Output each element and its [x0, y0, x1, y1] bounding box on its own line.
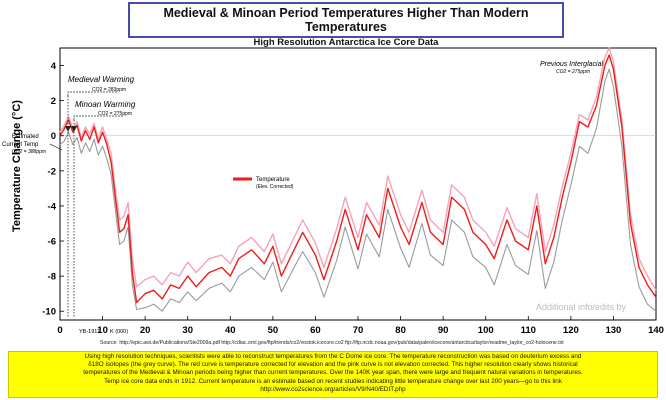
y-tick-label: -10: [42, 307, 56, 318]
x-tick-label: 30: [182, 325, 193, 336]
medieval-arrow-icon: [65, 126, 71, 132]
y-tick-label: -4: [48, 201, 57, 212]
chart-title: Medieval & Minoan Period Temperatures Hi…: [163, 6, 529, 34]
x-tick-label: 50: [268, 325, 279, 336]
y-tick-label: 2: [51, 96, 56, 107]
caption-line-1: Using high resolution techniques, scient…: [84, 353, 582, 360]
medieval-bracket: [67, 91, 118, 96]
y-tick-label: -6: [48, 237, 56, 248]
temperature-chart: 420-2-4-6-8-100 10 20 30 40 50 60 70 80 90 100 110 1…: [2, 47, 664, 336]
axis-layer: 420-2-4-6-8-100 10 20 30 40 50 60 70 80 90 100 110 1…: [42, 61, 664, 336]
yb-1912-label: YB-1912: [79, 329, 100, 335]
y-axis-label: Temperature Change (°C): [11, 100, 23, 232]
minoan-arrow-icon: [71, 126, 77, 132]
x-tick-label: 0: [57, 325, 62, 336]
caption-line-2: δ18O isotopes (the grey curve). The red …: [88, 361, 578, 369]
estimated-co2-label: CO2 = 388ppm: [12, 149, 46, 155]
x-tick-label: 130: [605, 325, 621, 336]
medieval-warming-label: Medieval Warming: [68, 75, 135, 84]
caption-line-3: temperatures of the Medieval & Minoan pe…: [83, 369, 583, 377]
minoan-warming-label: Minoan Warming: [75, 100, 136, 109]
x-tick-label: 80: [395, 325, 406, 336]
plot-frame: [59, 47, 657, 321]
legend-sublabel: (Elev. Corrected): [256, 184, 294, 190]
x-tick-label: 110: [521, 325, 536, 336]
watermark-text: Additional info/edits by: [536, 302, 627, 312]
x-tick-label: 70: [353, 325, 364, 336]
x-tick-label: 140: [648, 325, 664, 336]
watermark: Additional info/edits by: [536, 302, 626, 313]
y-tick-label: -2: [48, 166, 56, 177]
x-tick-label: 10: [97, 325, 108, 336]
estimated-label-line1: Estimated: [12, 134, 39, 140]
title-box: Medieval & Minoan Period Temperatures Hi…: [128, 2, 564, 48]
interglacial-co2-label: CO2 = 275ppm: [556, 69, 590, 75]
x-tick-label: 60: [310, 325, 321, 336]
y-tick-label: 4: [51, 61, 57, 72]
caption-line-4: Temp ice core data ends in 1912. Current…: [104, 377, 562, 385]
x-unit-label: K (000): [110, 329, 128, 335]
legend: Temperature (Elev. Corrected): [233, 177, 294, 190]
chart-subtitle: High Resolution Antarctica Ice Core Data: [253, 37, 439, 48]
x-tick-label: 100: [478, 325, 494, 336]
caption-box: Using high resolution techniques, scient…: [8, 351, 658, 398]
minoan-co2-label: CO2 = 275ppm: [98, 111, 132, 117]
source-note: Source: http://epic.awi.de/Publications/…: [100, 340, 564, 346]
minoan-bracket: [73, 115, 124, 120]
y-tick-label: 0: [51, 131, 56, 142]
x-tick-label: 40: [225, 325, 236, 336]
series-line-grey: [59, 68, 657, 312]
caption-line-5: http://www.co2science.org/articles/V9/N4…: [260, 385, 406, 393]
x-tick-label: 90: [438, 325, 449, 336]
estimated-pointer: [49, 143, 63, 151]
series-line-pink: [59, 47, 657, 291]
x-tick-label: 20: [140, 325, 151, 336]
y-tick-label: -8: [48, 272, 56, 283]
estimated-label-line2: Current Temp: [2, 142, 39, 148]
series-line-red: [59, 54, 657, 304]
legend-label: Temperature: [256, 177, 290, 183]
medieval-co2-label: CO2 = 283ppm: [92, 87, 126, 93]
x-tick-label: 120: [563, 325, 579, 336]
interglacial-label: Previous Interglacial: [540, 61, 603, 68]
series-layer: [59, 47, 657, 312]
